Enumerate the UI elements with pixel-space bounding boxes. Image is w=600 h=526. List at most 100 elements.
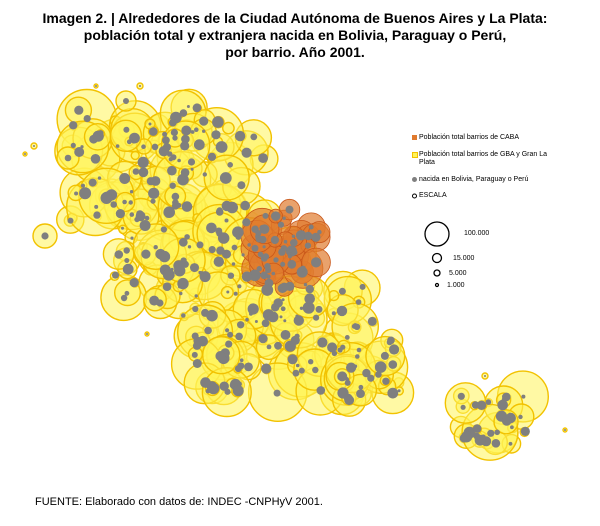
foreign-population-dot (471, 401, 480, 409)
foreign-population-dot (510, 425, 514, 430)
foreign-population-dot (130, 236, 134, 240)
foreign-population-dot (234, 130, 246, 142)
foreign-population-dot (95, 85, 97, 87)
foreign-population-dot (171, 192, 180, 201)
foreign-population-dot (204, 326, 212, 335)
foreign-population-dot (291, 249, 298, 256)
foreign-population-dot (242, 218, 251, 227)
foreign-population-dot (123, 98, 129, 104)
foreign-population-dot (216, 207, 223, 214)
foreign-population-dot (88, 178, 97, 187)
foreign-population-dot (148, 187, 160, 199)
foreign-population-dot (101, 191, 112, 201)
figure-title: Imagen 2. | Alrededores de la Ciudad Aut… (0, 10, 590, 61)
gba-neighborhood-circle (444, 382, 487, 424)
foreign-population-dot (163, 206, 175, 218)
foreign-population-dot (232, 385, 244, 397)
foreign-population-dot (352, 323, 358, 329)
gba-neighborhood-circle (109, 119, 143, 153)
foreign-population-dot (135, 211, 146, 222)
foreign-population-dot (190, 263, 199, 273)
foreign-population-dot (397, 389, 401, 393)
foreign-population-dot (122, 263, 134, 275)
foreign-population-dot (192, 103, 202, 113)
foreign-population-dot (262, 245, 266, 249)
foreign-population-dot (146, 333, 148, 335)
foreign-population-dot (355, 299, 362, 305)
foreign-population-dot (270, 235, 279, 245)
foreign-population-dot (216, 230, 223, 237)
foreign-population-dot (122, 199, 127, 205)
foreign-population-dot (240, 200, 250, 211)
foreign-population-dot (141, 249, 151, 259)
foreign-population-dot (287, 354, 298, 365)
foreign-population-dot (231, 262, 236, 266)
foreign-population-dot (245, 317, 249, 322)
foreign-population-dot (327, 342, 338, 353)
foreign-population-dot (304, 242, 311, 249)
foreign-population-dot (257, 251, 264, 258)
gba-neighborhood-circle (130, 150, 140, 161)
foreign-population-dot (388, 360, 398, 369)
foreign-population-dot (374, 361, 387, 373)
foreign-population-dot (387, 387, 399, 399)
foreign-population-dot (153, 245, 158, 250)
foreign-population-dot (266, 344, 272, 350)
foreign-population-dot (280, 330, 291, 340)
foreign-population-dot (93, 211, 101, 219)
foreign-population-dot (299, 306, 304, 310)
scale-circle-100000 (424, 221, 450, 247)
foreign-population-dot (173, 260, 185, 272)
foreign-population-dot (187, 158, 196, 166)
foreign-population-dot (313, 314, 320, 321)
foreign-population-dot (226, 290, 230, 294)
foreign-population-dot (520, 426, 530, 436)
legend-label-gba: Población total barrios de GBA y Gran La… (419, 151, 548, 166)
foreign-population-dot (305, 284, 314, 294)
foreign-population-dot (132, 168, 140, 175)
foreign-population-dot (282, 216, 286, 220)
foreign-population-dot (317, 337, 328, 348)
foreign-population-dot (271, 211, 281, 221)
foreign-population-dot (192, 341, 202, 350)
foreign-population-dot (179, 291, 183, 296)
foreign-population-dot (356, 347, 362, 353)
foreign-population-dots-layer (24, 85, 566, 448)
foreign-population-dot (123, 247, 130, 254)
foreign-population-dot (247, 243, 251, 247)
foreign-population-dot (241, 271, 253, 282)
foreign-population-dot (241, 253, 245, 257)
foreign-population-dot (264, 263, 271, 270)
map-legend: Población total barrios de CABA Població… (412, 134, 562, 193)
foreign-population-dot (337, 347, 343, 353)
foreign-population-dot (247, 303, 259, 315)
foreign-population-dot (284, 340, 296, 352)
foreign-population-dot (494, 429, 501, 436)
foreign-population-dot (262, 253, 270, 260)
foreign-population-dot (112, 271, 119, 279)
foreign-population-dot (67, 217, 74, 224)
foreign-population-dot (80, 145, 84, 149)
foreign-population-dot (141, 144, 146, 149)
foreign-population-dot (150, 176, 161, 186)
title-line-2: población total y extranjera nacida en B… (83, 27, 507, 43)
foreign-population-dot (131, 139, 136, 144)
foreign-population-dot (300, 265, 306, 272)
foreign-population-dot (158, 146, 170, 157)
foreign-population-dot (120, 294, 128, 302)
foreign-population-dot (292, 369, 300, 377)
foreign-population-dot (139, 220, 151, 231)
foreign-population-dot (225, 340, 233, 348)
foreign-population-dot (251, 244, 259, 252)
foreign-population-dot (181, 313, 186, 318)
foreign-population-dot (254, 320, 258, 323)
foreign-population-dot (126, 139, 132, 145)
foreign-population-dot (508, 441, 513, 446)
foreign-population-dot (285, 205, 294, 214)
foreign-population-dot (207, 152, 217, 161)
foreign-population-dot (124, 290, 130, 296)
foreign-population-dot (259, 235, 267, 244)
foreign-population-dot (202, 129, 206, 133)
foreign-population-dot (234, 365, 242, 373)
